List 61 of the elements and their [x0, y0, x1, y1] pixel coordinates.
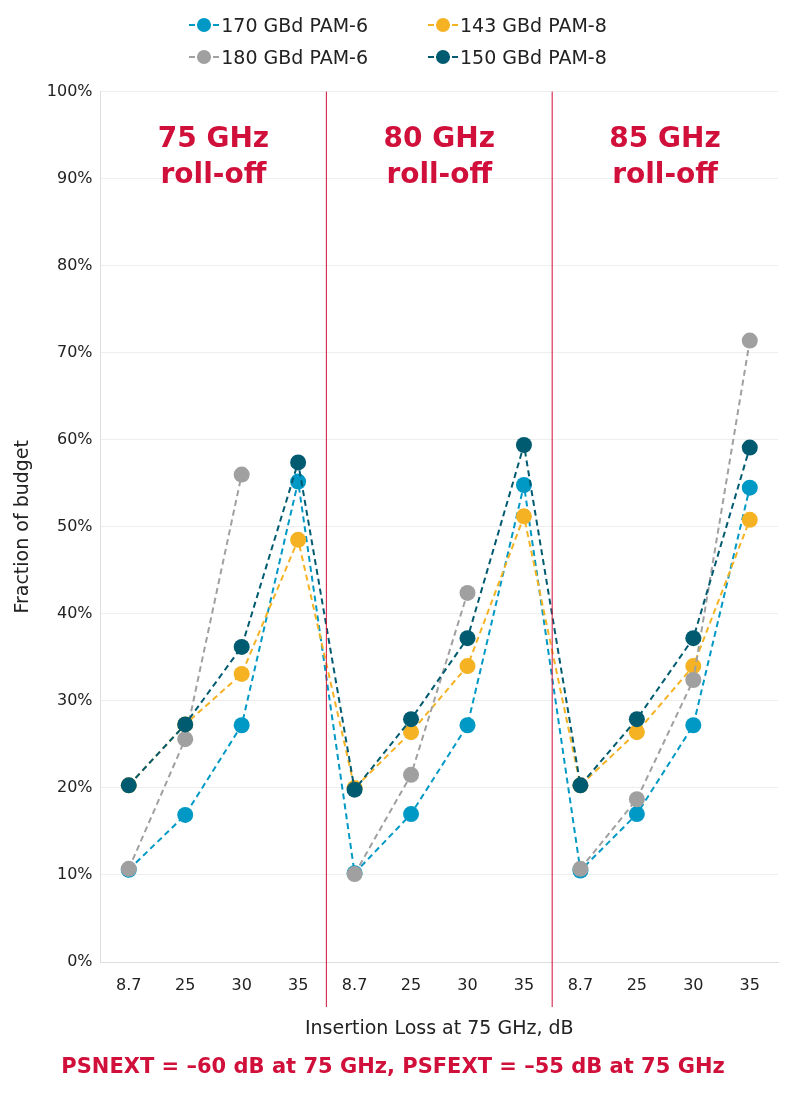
- point: [628, 711, 645, 728]
- point: [177, 806, 194, 823]
- point: [741, 479, 758, 496]
- point: [741, 439, 758, 456]
- x-tick-label: 30: [683, 974, 704, 994]
- annotation: 75 GHz roll-off: [157, 120, 270, 190]
- point: [459, 630, 476, 647]
- y-tick-label: 80%: [56, 254, 93, 274]
- point: [233, 638, 250, 655]
- point: [515, 436, 532, 453]
- x-tick-label: 8.7: [341, 974, 368, 994]
- point: [403, 766, 420, 783]
- x-tick-label: 30: [457, 974, 478, 994]
- point: [290, 454, 307, 471]
- y-tick-label: 90%: [56, 167, 93, 187]
- legend-label: 150 GBd PAM-8: [460, 46, 607, 68]
- y-tick-label: 20%: [56, 777, 93, 797]
- x-tick-label: 35: [513, 974, 535, 994]
- y-tick-label: 40%: [56, 603, 93, 622]
- legend-label: 170 GBd PAM-6: [221, 14, 368, 36]
- y-tick-label: 30%: [56, 690, 93, 710]
- point: [685, 630, 702, 647]
- annotation: 80 GHz roll-off: [383, 120, 495, 190]
- x-tick-label: 25: [400, 974, 422, 994]
- text: PSNEXT = –60 dB at 75 GHz, PSFEXT = –55 dB at 75 GHz: [61, 1054, 725, 1079]
- point: [459, 584, 476, 601]
- legend-label: 180 GBd PAM-6: [221, 46, 368, 68]
- point: [515, 508, 532, 525]
- x-tick-label: 35: [287, 974, 309, 994]
- point: [628, 791, 645, 808]
- x-tick-label: 30: [231, 974, 252, 994]
- y-axis-title: Fraction of budget: [10, 440, 33, 614]
- x-tick-label: 8.7: [567, 974, 594, 994]
- point: [233, 665, 250, 682]
- point: [403, 711, 420, 728]
- annotation: 85 GHz roll-off: [609, 120, 721, 190]
- point: [290, 531, 307, 548]
- x-tick-label: 25: [175, 974, 196, 994]
- point: [685, 671, 702, 688]
- y-tick-label: 70%: [56, 341, 93, 361]
- y-tick-label: 100%: [46, 80, 93, 100]
- x-axis-title: Insertion Loss at 75 GHz, dB: [304, 1015, 574, 1038]
- point: [459, 658, 476, 675]
- point: [628, 806, 645, 823]
- x-tick-label: 25: [626, 974, 648, 994]
- legend-label: 143 GBd PAM-8: [460, 14, 607, 36]
- y-tick-label: 60%: [56, 428, 93, 448]
- point: [459, 717, 476, 734]
- y-tick-label: 50%: [56, 515, 93, 535]
- point: [233, 466, 250, 483]
- point: [741, 332, 758, 349]
- point: [177, 731, 194, 748]
- point: [515, 477, 532, 494]
- point: [685, 717, 702, 734]
- point: [233, 717, 250, 734]
- point: [403, 806, 420, 823]
- point: [741, 511, 758, 528]
- x-tick-label: 8.7: [116, 974, 142, 994]
- y-tick-label: 0%: [67, 951, 93, 971]
- x-tick-label: 35: [739, 974, 760, 994]
- y-tick-label: 10%: [56, 864, 93, 884]
